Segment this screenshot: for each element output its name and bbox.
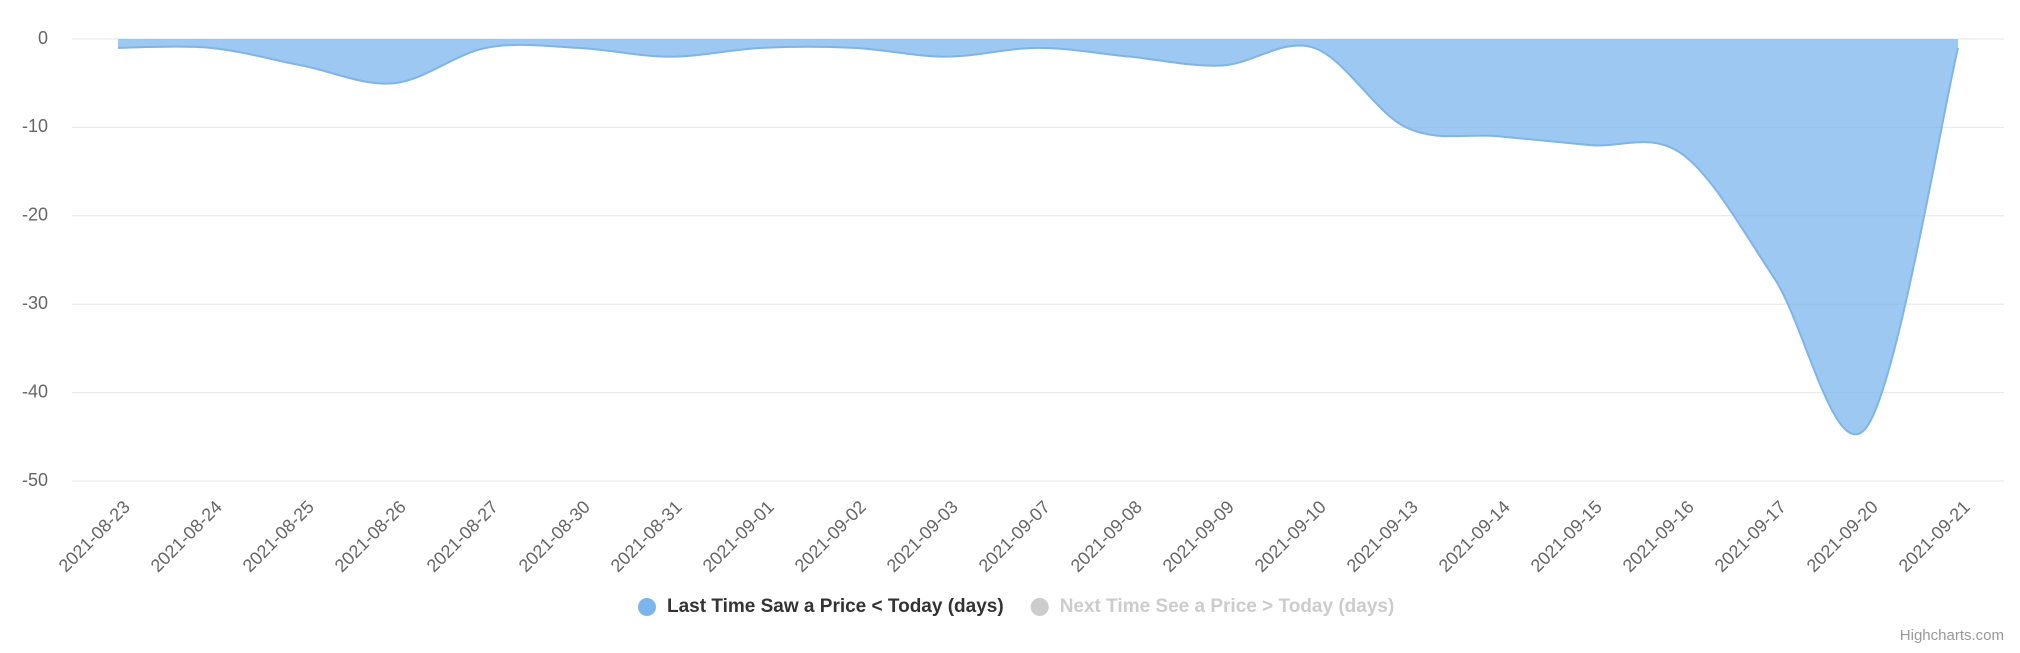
x-tick-label: 2021-08-26 bbox=[331, 497, 410, 576]
x-tick-label: 2021-09-01 bbox=[699, 497, 778, 576]
y-tick-label: 0 bbox=[38, 28, 48, 48]
x-tick-label: 2021-09-07 bbox=[975, 497, 1054, 576]
y-tick-label: -30 bbox=[22, 293, 48, 313]
y-tick-label: -20 bbox=[22, 205, 48, 225]
x-tick-label: 2021-08-23 bbox=[55, 497, 134, 576]
area-line bbox=[117, 43, 1959, 436]
x-tick-label: 2021-09-21 bbox=[1895, 497, 1974, 576]
x-tick-label: 2021-08-31 bbox=[607, 497, 686, 576]
legend: Last Time Saw a Price < Today (days) Next… bbox=[638, 596, 1394, 617]
y-tick-label: -10 bbox=[22, 116, 48, 136]
y-tick-label: -40 bbox=[22, 381, 48, 401]
x-tick-label: 2021-08-30 bbox=[515, 497, 594, 576]
legend-marker bbox=[638, 598, 656, 616]
x-tick-label: 2021-09-14 bbox=[1435, 497, 1514, 576]
credits: Highcharts.com bbox=[1900, 627, 2004, 644]
legend-marker bbox=[1030, 598, 1049, 616]
legend-label: Next Time See a Price > Today (days) bbox=[1060, 596, 1395, 617]
x-tick-label: 2021-09-02 bbox=[791, 497, 870, 576]
x-tick-label: 2021-09-13 bbox=[1343, 497, 1422, 576]
y-tick-label: -50 bbox=[22, 470, 48, 490]
x-tick-label: 2021-09-09 bbox=[1159, 497, 1238, 576]
legend-label: Last Time Saw a Price < Today (days) bbox=[667, 596, 1004, 617]
x-tick-label: 2021-09-17 bbox=[1711, 497, 1790, 576]
x-tick-label: 2021-08-25 bbox=[239, 497, 318, 576]
x-tick-label: 2021-09-20 bbox=[1803, 497, 1882, 576]
x-tick-label: 2021-08-24 bbox=[147, 497, 226, 576]
x-tick-label: 2021-08-27 bbox=[423, 497, 502, 576]
x-tick-label: 2021-09-08 bbox=[1067, 497, 1146, 576]
x-tick-label: 2021-09-16 bbox=[1619, 497, 1698, 576]
x-tick-label: 2021-09-03 bbox=[883, 497, 962, 576]
x-tick-label: 2021-09-10 bbox=[1251, 497, 1330, 576]
x-tick-label: 2021-09-15 bbox=[1527, 497, 1606, 576]
area bbox=[118, 39, 1958, 435]
